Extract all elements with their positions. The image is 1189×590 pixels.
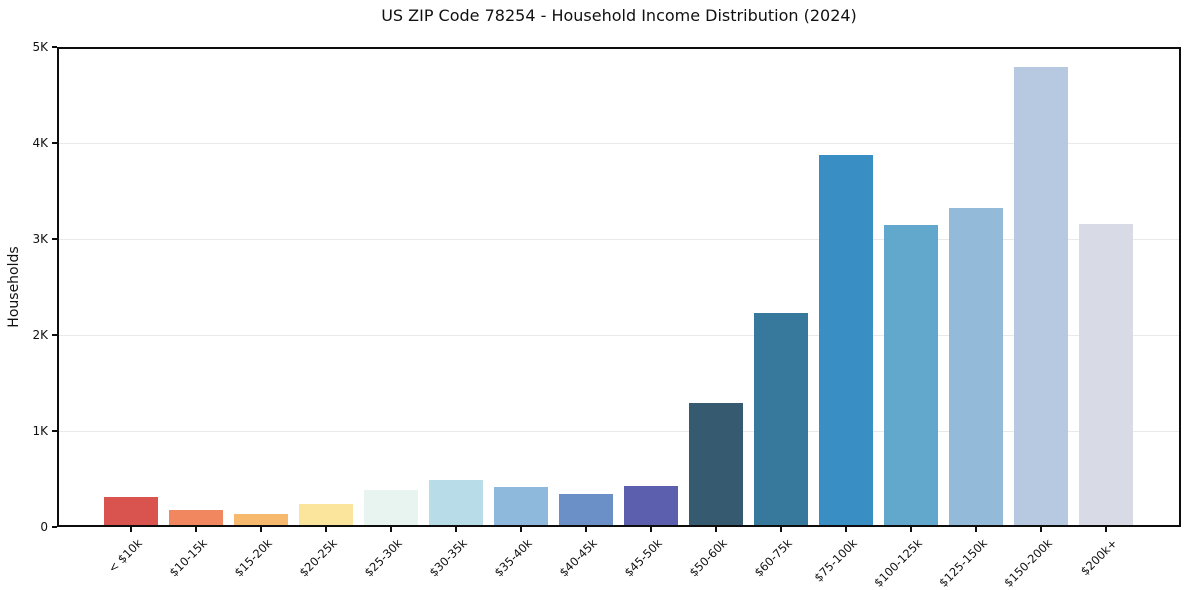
x-tick-mark	[1040, 527, 1042, 532]
y-tick-label: 4K	[32, 136, 48, 150]
bar	[234, 514, 288, 527]
chart-title: US ZIP Code 78254 - Household Income Dis…	[381, 6, 857, 25]
bar	[299, 504, 353, 527]
bar	[1079, 223, 1133, 527]
y-tick-mark	[52, 238, 57, 240]
x-tick-label: $25-30k	[361, 536, 405, 580]
y-tick-label: 5K	[32, 40, 48, 54]
x-tick-label: $125-150k	[936, 536, 990, 590]
x-tick-mark	[780, 527, 782, 532]
x-tick-mark	[325, 527, 327, 532]
x-tick-label: $150-200k	[1001, 536, 1055, 590]
gridline	[57, 47, 1181, 48]
bar	[754, 312, 808, 527]
bar	[364, 489, 418, 527]
x-tick-label: $45-50k	[621, 536, 665, 580]
x-tick-mark	[520, 527, 522, 532]
y-tick-label: 2K	[32, 328, 48, 342]
x-tick-label: $15-20k	[231, 536, 275, 580]
bar	[819, 154, 873, 527]
x-tick-label: $35-40k	[491, 536, 535, 580]
bar	[559, 494, 613, 527]
y-tick-mark	[52, 334, 57, 336]
y-axis-label: Households	[6, 246, 22, 328]
x-tick-mark	[195, 527, 197, 532]
gridline	[57, 335, 1181, 336]
x-tick-label: < $10k	[105, 536, 145, 576]
bar	[494, 487, 548, 527]
x-tick-mark	[975, 527, 977, 532]
x-tick-mark	[260, 527, 262, 532]
plot-area	[57, 47, 1181, 527]
x-tick-mark	[650, 527, 652, 532]
y-tick-mark	[52, 526, 57, 528]
y-tick-mark	[52, 46, 57, 48]
x-tick-mark	[390, 527, 392, 532]
x-tick-mark	[455, 527, 457, 532]
bar	[949, 208, 1003, 527]
x-tick-label: $60-75k	[751, 536, 795, 580]
y-tick-label: 0	[40, 520, 48, 534]
x-tick-label: $20-25k	[296, 536, 340, 580]
bar	[104, 497, 158, 527]
gridline	[57, 239, 1181, 240]
x-tick-mark	[130, 527, 132, 532]
x-tick-label: $75-100k	[811, 536, 860, 585]
bar	[884, 224, 938, 527]
bar	[429, 479, 483, 527]
bar	[169, 509, 223, 527]
x-tick-mark	[845, 527, 847, 532]
x-tick-mark	[715, 527, 717, 532]
x-tick-label: $100-125k	[871, 536, 925, 590]
y-tick-mark	[52, 142, 57, 144]
y-tick-mark	[52, 430, 57, 432]
x-tick-label: $200k+	[1077, 536, 1120, 579]
x-tick-label: $10-15k	[166, 536, 210, 580]
y-tick-label: 1K	[32, 424, 48, 438]
x-tick-label: $30-35k	[426, 536, 470, 580]
bar	[1014, 67, 1068, 527]
gridline	[57, 431, 1181, 432]
y-tick-label: 3K	[32, 232, 48, 246]
x-tick-mark	[1105, 527, 1107, 532]
bar	[624, 486, 678, 527]
x-tick-mark	[585, 527, 587, 532]
x-tick-mark	[910, 527, 912, 532]
x-tick-label: $50-60k	[686, 536, 730, 580]
x-tick-label: $40-45k	[556, 536, 600, 580]
gridline	[57, 143, 1181, 144]
bar	[689, 403, 743, 527]
